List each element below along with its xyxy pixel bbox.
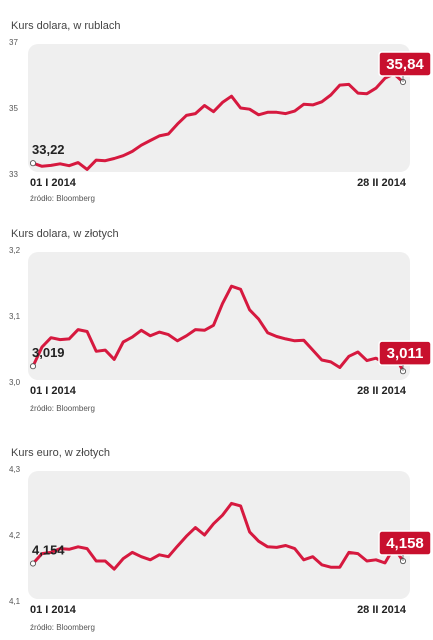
start-point-marker	[29, 160, 37, 167]
end-value-label: 35,84	[386, 56, 424, 73]
y-tick-label: 35	[9, 104, 18, 113]
y-tick-label: 4,1	[9, 597, 21, 606]
start-point-marker	[29, 363, 37, 370]
start-value-label: 4,154	[32, 543, 65, 558]
chart-panel-usd-pln: Kurs dolara, w złotych 3,2 3,1 3,0 3,019 3,0…	[0, 228, 433, 420]
x-end-date-label: 28 II 2014	[357, 177, 407, 189]
start-value-label: 3,019	[32, 345, 65, 360]
y-tick-label: 33	[9, 170, 18, 179]
x-start-date-label: 01 I 2014	[30, 604, 77, 616]
chart-panel-usd-rub: Kurs dolara, w rublach 37 35 33 33,22 35,84 0…	[0, 20, 433, 210]
x-start-date-label: 01 I 2014	[30, 385, 77, 397]
start-value-label: 33,22	[32, 142, 65, 157]
y-tick-label: 3,1	[9, 312, 21, 321]
source-note: źródło: Bloomberg	[30, 404, 95, 413]
end-value-badge	[378, 340, 432, 366]
plot-background	[28, 252, 410, 380]
series-line	[31, 72, 405, 171]
source-note: źródło: Bloomberg	[30, 194, 95, 203]
x-end-date-label: 28 II 2014	[357, 604, 407, 616]
series-line	[31, 284, 405, 373]
chart-title: Kurs dolara, w złotych	[11, 228, 119, 240]
x-start-date-label: 01 I 2014	[30, 177, 77, 189]
y-tick-label: 4,2	[9, 531, 21, 540]
end-value-badge	[378, 51, 432, 77]
start-point-marker	[29, 560, 37, 567]
end-value-badge	[378, 530, 432, 556]
chart-svg: 37 35 33 33,22 35,84 01 I 2014 28 II 2014	[9, 38, 432, 189]
plot-background	[28, 471, 410, 599]
y-tick-label: 3,2	[9, 246, 21, 255]
chart-svg: 4,3 4,2 4,1 4,154 4,158 01 I 2014 28 II 2014	[9, 465, 432, 616]
series-line	[31, 501, 405, 571]
end-value-label: 3,011	[387, 345, 424, 362]
y-tick-label: 4,3	[9, 465, 21, 474]
y-tick-label: 37	[9, 38, 18, 47]
chart-title: Kurs euro, w złotych	[11, 447, 111, 459]
y-tick-label: 3,0	[9, 378, 21, 387]
chart-panel-eur-pln: Kurs euro, w złotych 4,3 4,2 4,1 4,154 4,158…	[0, 447, 433, 639]
source-note: źródło: Bloomberg	[30, 623, 95, 632]
chart-svg: 3,2 3,1 3,0 3,019 3,011 01 I 2014 28 II 2014	[9, 246, 432, 397]
end-value-label: 4,158	[386, 535, 424, 552]
chart-title: Kurs dolara, w rublach	[11, 20, 121, 32]
x-end-date-label: 28 II 2014	[357, 385, 407, 397]
